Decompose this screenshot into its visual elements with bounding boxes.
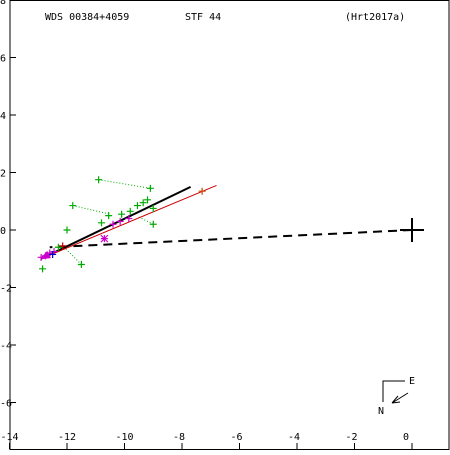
observation-point (133, 202, 141, 210)
observation-point (139, 199, 147, 207)
observation-point (109, 220, 117, 228)
y-tick-label: 8 (0, 0, 6, 7)
orbit-line-red (40, 184, 217, 260)
observation-point (59, 242, 67, 250)
observation-point (125, 215, 133, 222)
observation-point (149, 204, 157, 212)
x-tick-label: -4 (288, 432, 300, 443)
compass: E N (378, 376, 415, 417)
x-tick-label: -14 (1, 432, 19, 443)
observation-point (116, 217, 124, 225)
observation-point (100, 234, 109, 243)
y-tick-label: 6 (0, 54, 6, 65)
x-tick-label: -6 (231, 432, 243, 443)
compass-east-label: E (409, 376, 415, 387)
y-tick-label: -4 (0, 341, 12, 352)
y-tick-label: 4 (0, 111, 6, 122)
compass-axes (382, 380, 405, 402)
x-tick-label: 0 (403, 432, 409, 443)
observation-point (126, 207, 134, 215)
observation-point (77, 261, 85, 268)
orbit-line-black (40, 185, 192, 260)
observation-point (41, 252, 49, 260)
observation-point (54, 243, 62, 251)
observation-point (95, 176, 103, 184)
observation-point (149, 220, 157, 228)
dashed-line (49, 229, 413, 249)
observation-point (69, 202, 77, 210)
observation-point (63, 226, 71, 234)
observation-point (144, 196, 151, 204)
observation-points (37, 176, 206, 273)
observation-point (49, 250, 57, 258)
y-tick-label: 2 (0, 169, 6, 180)
x-tick-label: -8 (173, 432, 185, 443)
orbit-lines (39, 184, 424, 260)
observation-point (146, 184, 154, 192)
observation-point (105, 212, 113, 220)
observation-point (118, 210, 126, 218)
residual-links (63, 179, 154, 265)
residual-link (138, 216, 154, 225)
y-tick-label: 0 (0, 226, 6, 237)
x-tick-label: -10 (116, 432, 134, 443)
residual-link (72, 205, 111, 215)
observation-point (39, 265, 47, 273)
residual-link (98, 179, 151, 189)
residual-link (63, 246, 82, 265)
axes: -6 -4 -2 0 2 4 6 8 -14 -12 -10 -8 -6 -4 -2 0 (0, 0, 413, 449)
discoverer-label: STF 44 (185, 12, 221, 23)
observation-point (198, 187, 206, 195)
reference-label: (Hrt2017a) (345, 12, 405, 23)
x-tick-label: -2 (346, 432, 358, 443)
system-id-label: WDS 00384+4059 (45, 12, 129, 23)
y-tick-label: -6 (0, 399, 12, 410)
observation-point (37, 253, 45, 261)
y-tick-label: -2 (0, 284, 12, 295)
motion-arrow-icon (391, 392, 409, 404)
observation-point (98, 219, 105, 227)
x-tick-label: -12 (58, 432, 76, 443)
compass-north-label: N (378, 406, 384, 417)
